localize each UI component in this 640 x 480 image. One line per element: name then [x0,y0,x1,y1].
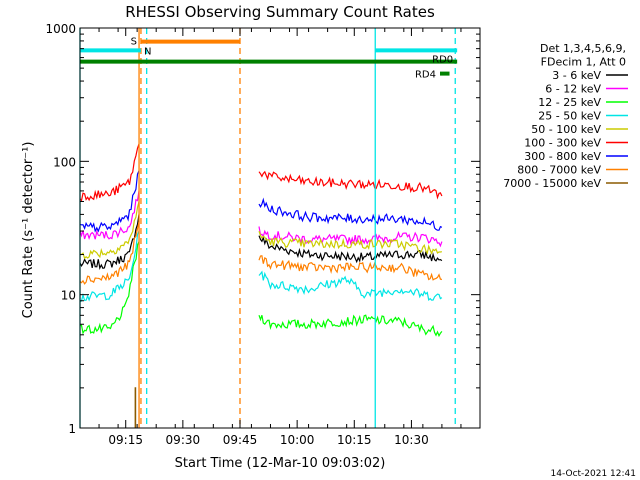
axis-layer: 09:15 09:30 09:45 10:00 10:15 10:30 1 10 100 1000 [45,22,481,447]
series-line-800-7000-kev-seg0 [79,221,140,285]
series-line-800-7000-kev-seg1 [258,255,443,281]
series-line-6-12-kev-seg1 [258,226,443,248]
y-axis-label: Count Rate (s⁻¹ detector⁻¹) [21,142,36,319]
x-tick-label: 10:30 [394,433,429,447]
legend-label-7000-15000-kev: 7000 - 15000 keV [503,177,601,190]
series-line-3-6-kev-seg0 [79,214,140,271]
legend-label-25-50-kev: 25 - 50 keV [538,110,601,123]
x-tick-label: 09:30 [166,433,201,447]
x-tick-label: 09:15 [108,433,143,447]
y-tick-label: 1000 [45,22,76,36]
chart-title: RHESSI Observing Summary Count Rates [125,3,435,21]
legend-label-50-100-kev: 50 - 100 keV [531,123,601,136]
y-tick-label: 1 [68,422,76,436]
y-tick-label: 100 [53,155,76,169]
series-line-3-6-kev-seg1 [258,235,443,264]
legend-label-6-12-kev: 6 - 12 keV [545,83,601,96]
flag-label-s: S [131,37,137,48]
x-tick-label: 09:45 [223,433,258,447]
legend-label-3-6-kev: 3 - 6 keV [552,69,601,82]
x-tick-label: 10:00 [280,433,315,447]
flag-layer: SN RD0 RD4 [80,37,458,81]
series-line-6-12-kev-seg0 [79,190,140,241]
legend-header-line: Det 1,3,4,5,6,9, [540,42,626,55]
series-line-300-800-kev-seg1 [258,197,443,231]
series-line-25-50-kev-seg0 [79,230,140,303]
legend-label-800-7000-kev: 800 - 7000 keV [517,164,601,177]
series-layer [79,143,443,428]
series-line-100-300-kev-seg0 [79,143,140,202]
legend-header-line: FDecim 1, Att 0 [541,56,626,69]
y-tick-label: 10 [61,289,76,303]
x-axis-label: Start Time (12-Mar-10 09:03:02) [175,456,386,471]
series-line-25-50-kev-seg1 [258,270,443,301]
series-line-12-25-kev-seg1 [258,314,443,338]
flag-label-rd4: RD4 [415,70,436,81]
legend-label-100-300-kev: 100 - 300 keV [524,137,601,150]
series-line-100-300-kev-seg1 [258,170,443,200]
legend-label-12-25-kev: 12 - 25 keV [538,96,601,109]
series-line-300-800-kev-seg0 [79,170,140,233]
series-line-12-25-kev-seg0 [79,241,140,335]
series-line-50-100-kev-seg1 [258,231,443,255]
legend: Det 1,3,4,5,6,9,FDecim 1, Att 03 - 6 keV… [503,42,628,190]
flag-label-n: N [144,46,151,57]
series-line-50-100-kev-seg0 [80,201,140,260]
footer-timestamp: 14-Oct-2021 12:41 [551,469,636,479]
x-tick-label: 10:15 [337,433,372,447]
legend-label-300-800-kev: 300 - 800 keV [524,150,601,163]
plot-frame [79,27,481,429]
flag-label-rd0: RD0 [432,55,453,66]
